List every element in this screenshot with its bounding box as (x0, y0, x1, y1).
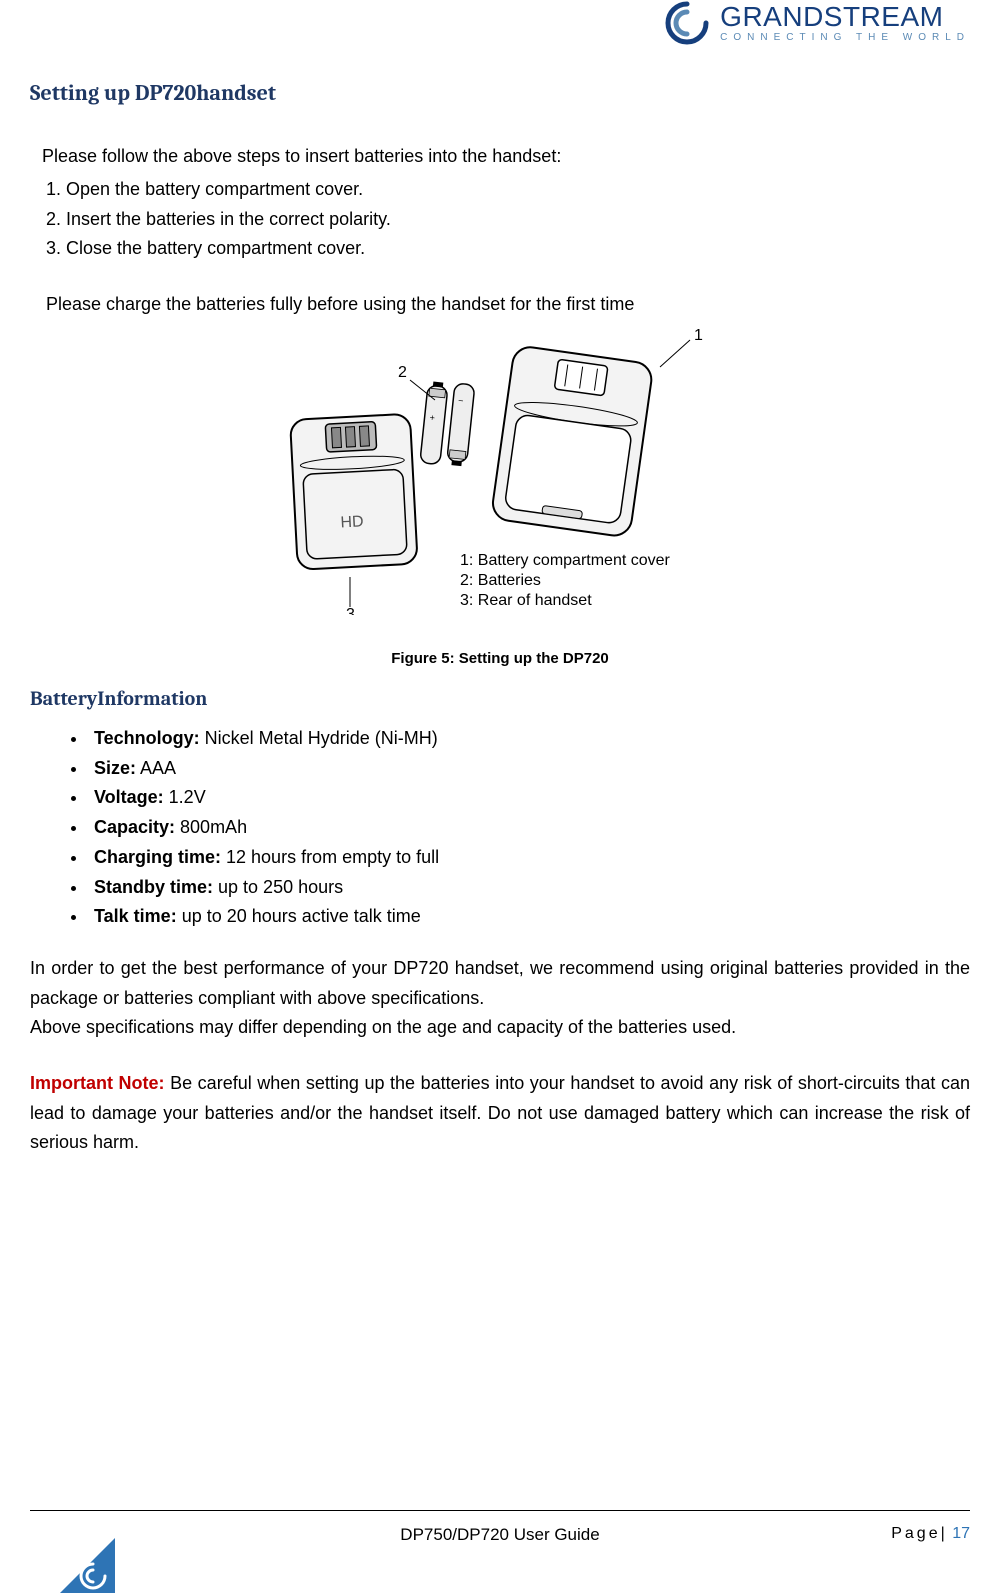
spec-capacity: Capacity: 800mAh (88, 813, 970, 843)
footer-title: DP750/DP720 User Guide (400, 1525, 599, 1545)
callout-2: 2 (398, 364, 407, 381)
svg-text:−: − (458, 396, 464, 406)
legend-1: 1: Battery compartment cover (460, 552, 671, 569)
para-recommendation: In order to get the best performance of … (30, 954, 970, 1043)
footer-brand-icon (60, 1538, 115, 1593)
step-2: 2. Insert the batteries in the correct p… (46, 205, 970, 235)
spec-voltage: Voltage: 1.2V (88, 783, 970, 813)
heading-setting-up: Setting up DP720handset (30, 80, 970, 106)
callout-1: 1 (694, 327, 703, 344)
brand-logo: GRANDSTREAM CONNECTING THE WORLD (664, 0, 970, 46)
spec-size: Size: AAA (88, 754, 970, 784)
spec-talk: Talk time: up to 20 hours active talk ti… (88, 902, 970, 932)
svg-text:HD: HD (340, 513, 364, 531)
step-1: 1. Open the battery compartment cover. (46, 175, 970, 205)
spec-standby: Standby time: up to 250 hours (88, 873, 970, 903)
svg-text:+: + (429, 412, 435, 422)
callout-3: 3 (346, 606, 355, 615)
logo-main-text: GRANDSTREAM (720, 3, 970, 31)
logo-sub-text: CONNECTING THE WORLD (720, 33, 970, 43)
spec-technology: Technology: Nickel Metal Hydride (Ni-MH) (88, 724, 970, 754)
important-text: Be careful when setting up the batteries… (30, 1073, 970, 1152)
page-content: Setting up DP720handset Please follow th… (30, 80, 970, 1158)
step-3: 3. Close the battery compartment cover. (46, 234, 970, 264)
figure-wrap: HD 3 + − 2 (30, 325, 970, 620)
figure-caption: Figure 5: Setting up the DP720 (30, 650, 970, 667)
steps-list: 1. Open the battery compartment cover. 2… (46, 175, 970, 264)
heading-battery-info: BatteryInformation (30, 687, 970, 710)
intro-text: Please follow the above steps to insert … (42, 146, 970, 167)
page-footer: DP750/DP720 User Guide Page| 17 (30, 1510, 970, 1543)
handset-diagram: HD 3 + − 2 (280, 325, 720, 615)
legend-3: 3: Rear of handset (460, 592, 592, 609)
footer-page: Page| 17 (891, 1525, 970, 1543)
battery-spec-list: Technology: Nickel Metal Hydride (Ni-MH)… (88, 724, 970, 932)
logo-mark-icon (664, 0, 710, 46)
spec-charging: Charging time: 12 hours from empty to fu… (88, 843, 970, 873)
charge-note: Please charge the batteries fully before… (46, 294, 970, 315)
legend-2: 2: Batteries (460, 572, 541, 589)
important-label: Important Note: (30, 1073, 170, 1093)
important-note: Important Note: Be careful when setting … (30, 1069, 970, 1158)
